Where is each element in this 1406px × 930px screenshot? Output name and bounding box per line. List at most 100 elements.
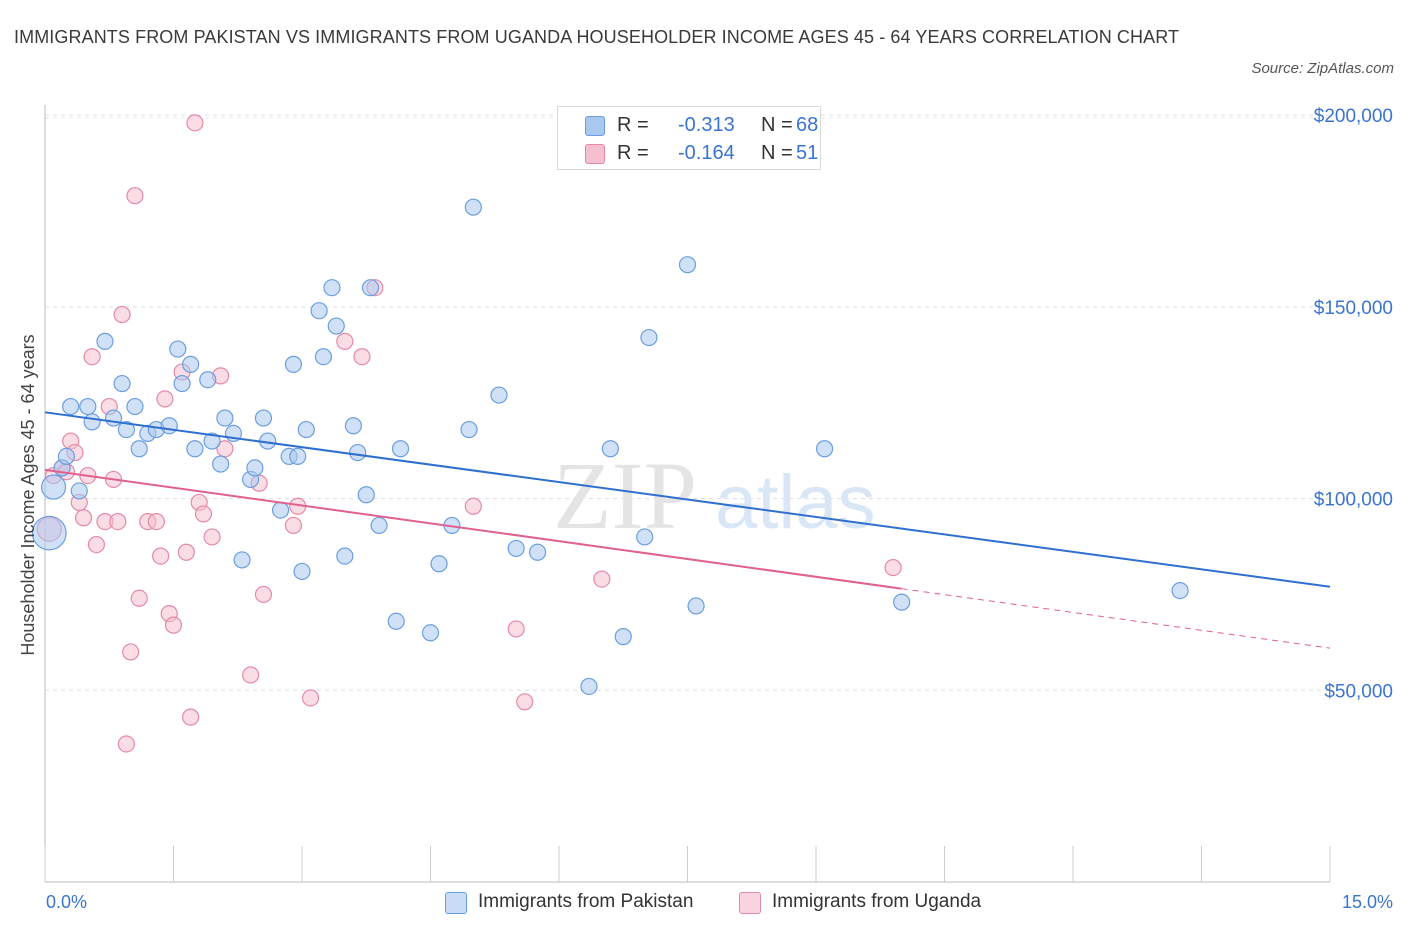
pakistan-point (293, 562, 311, 581)
x-tick-label-max: 15.0% (1342, 892, 1393, 912)
pakistan-point (203, 432, 221, 450)
pakistan-point (314, 348, 333, 366)
pakistan-point (62, 397, 80, 416)
uganda-point (83, 348, 101, 366)
pakistan-point (182, 355, 200, 373)
pakistan-point (233, 551, 251, 569)
pakistan-point (310, 302, 328, 320)
pakistan-point (126, 397, 144, 416)
pakistan-point (344, 417, 362, 435)
uganda-point (177, 543, 195, 561)
pakistan-point (361, 279, 380, 297)
uganda-point (130, 589, 148, 607)
pakistan-point (391, 440, 410, 458)
pakistan-point (212, 455, 230, 473)
pakistan-point (169, 340, 187, 358)
pakistan-point (640, 328, 658, 347)
grid-lines (45, 114, 1330, 691)
uganda-point (242, 666, 260, 684)
pakistan-point (271, 501, 290, 519)
legend-r-value: -0.164 (678, 142, 735, 164)
legend-r-value: -0.313 (678, 114, 735, 136)
watermark-atlas: atlas (715, 460, 876, 545)
watermark-zip: ZIP (553, 442, 697, 549)
pakistan-point (421, 624, 440, 642)
uganda-point (507, 620, 525, 638)
pakistan-point (678, 256, 697, 274)
uganda-point (884, 558, 902, 577)
uganda-point (87, 535, 106, 554)
bottom-legend-label-uganda: Immigrants from Uganda (772, 891, 982, 912)
y-tick-label: $50,000 (1324, 681, 1393, 702)
uganda-point (147, 512, 165, 531)
bottom-legend-swatch-uganda (739, 892, 761, 914)
pakistan-point (216, 409, 234, 427)
pakistan-point (815, 440, 834, 458)
uganda-point (126, 187, 144, 205)
pakistan-point (528, 543, 547, 561)
uganda-point (109, 512, 127, 531)
y-tick-label: $200,000 (1314, 106, 1393, 127)
watermark: ZIP atlas (553, 442, 876, 549)
pakistan-point (1171, 582, 1189, 600)
pakistan-point (370, 516, 388, 535)
y-axis-label: Householder Income Ages 45 - 64 years (18, 334, 38, 655)
x-tick-label-min: 0.0% (46, 892, 87, 912)
tick-labels: $200,000 $150,000 $100,000 $50,000 0.0% 15.0% (46, 106, 1393, 912)
uganda-point (194, 505, 213, 523)
pakistan-point (297, 420, 315, 439)
pakistan-point (186, 440, 204, 458)
pakistan-point (104, 409, 123, 427)
pakistan-point (507, 539, 525, 558)
pakistan-point (284, 355, 303, 373)
pakistan-point (246, 459, 264, 477)
y-tick-label: $150,000 (1314, 298, 1393, 319)
pakistan-point (173, 374, 191, 393)
uganda-point (254, 585, 273, 604)
pakistan-point (254, 409, 273, 427)
trend-lines (44, 411, 1331, 649)
pakistan-point (130, 440, 148, 458)
pakistan-point (31, 515, 67, 551)
uganda-point (113, 305, 131, 324)
legend-r-label: R = (617, 114, 649, 136)
uganda-point (117, 735, 135, 753)
uganda-point (164, 616, 183, 634)
pakistan-point (83, 413, 101, 431)
pakistan-point (460, 420, 478, 439)
pakistan-point (387, 612, 405, 630)
uganda-point (182, 708, 200, 726)
pakistan-point (601, 440, 620, 458)
uganda-point (336, 332, 354, 350)
uganda-point (593, 570, 611, 588)
uganda-point (152, 547, 170, 565)
pakistan-point (349, 443, 367, 462)
bottom-legend-swatch-pakistan (445, 892, 467, 914)
source-label: Source: ZipAtlas.com (1251, 60, 1394, 77)
pakistan-point (687, 597, 705, 615)
pakistan-point (430, 555, 448, 573)
uganda-point (353, 348, 371, 366)
uganda-point (284, 516, 303, 535)
legend-n-value: 68 (796, 114, 819, 136)
trend-line-uganda (44, 468, 902, 590)
pakistan-point (336, 547, 354, 565)
legend-n-label: N = (761, 114, 793, 136)
pakistan-point (893, 593, 911, 611)
pakistan-point (160, 417, 178, 435)
pakistan-point (614, 628, 632, 646)
trend-line-uganda-extrapolated (901, 588, 1331, 649)
legend-n-value: 51 (796, 142, 819, 164)
y-tick-label: $100,000 (1314, 490, 1393, 511)
legend-n-label: N = (761, 142, 793, 164)
legend-swatch-pakistan (585, 116, 605, 136)
bottom-legend-label-pakistan: Immigrants from Pakistan (478, 891, 694, 912)
pakistan-point (323, 279, 341, 297)
chart-title: IMMIGRANTS FROM PAKISTAN VS IMMIGRANTS F… (14, 27, 1180, 47)
pakistan-point (289, 447, 307, 466)
uganda-point (186, 114, 204, 132)
uganda-point (74, 509, 93, 527)
trend-line-pakistan (44, 411, 1331, 588)
uganda-point (464, 497, 482, 515)
